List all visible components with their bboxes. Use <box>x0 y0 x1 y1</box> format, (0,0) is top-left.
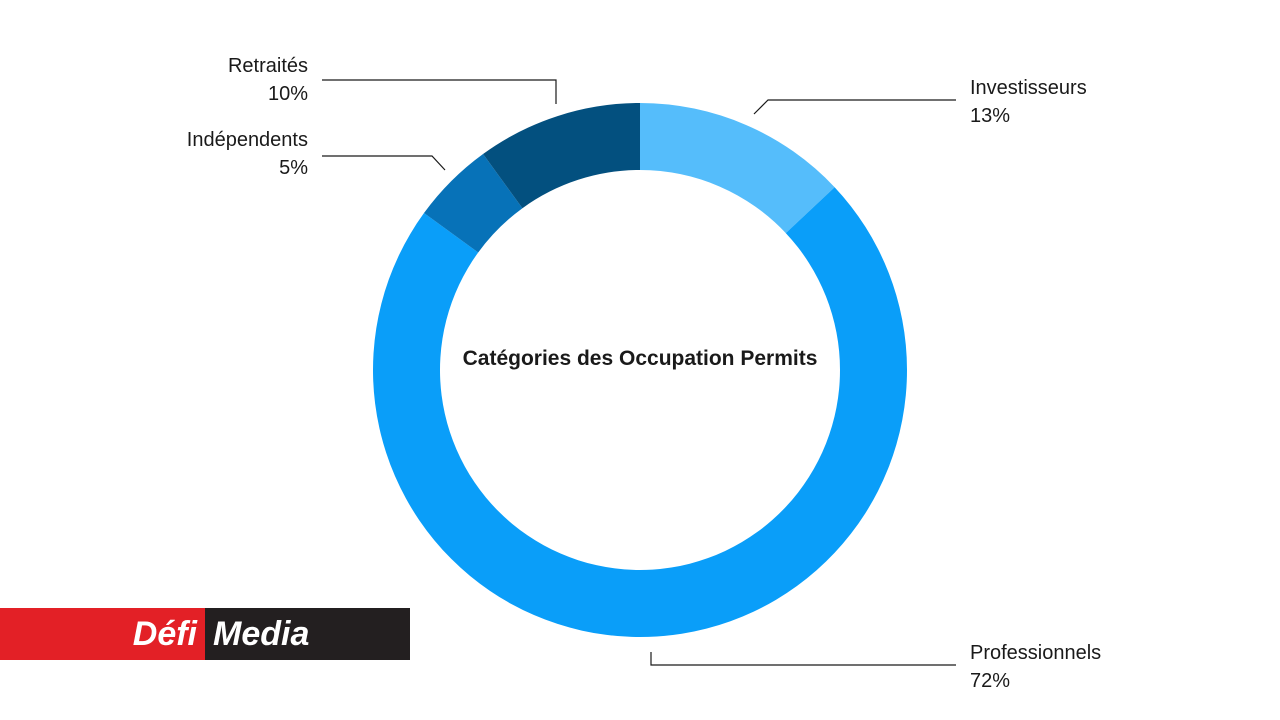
donut-slice-investisseurs <box>640 103 835 233</box>
slice-label-retraites: Retraités 10% <box>228 52 308 108</box>
slice-label-name: Indépendents <box>187 126 308 154</box>
leader-line-investisseurs <box>754 100 956 114</box>
slice-label-name: Investisseurs <box>970 74 1087 102</box>
leader-line-retraites <box>322 80 556 104</box>
leader-line-professionnels <box>651 652 956 665</box>
slice-label-independants: Indépendents 5% <box>187 126 308 182</box>
slice-label-value: 72% <box>970 667 1101 695</box>
slice-label-value: 5% <box>187 154 308 182</box>
slice-label-value: 10% <box>228 80 308 108</box>
slice-label-investisseurs: Investisseurs 13% <box>970 74 1087 130</box>
slice-label-name: Retraités <box>228 52 308 80</box>
slice-label-professionnels: Professionnels 72% <box>970 639 1101 695</box>
slice-label-name: Professionnels <box>970 639 1101 667</box>
logo-part-defi: Défi <box>0 608 205 660</box>
leader-line-independants <box>322 156 445 170</box>
logo-part-media: Media <box>205 608 410 660</box>
brand-logo: Défi Media <box>0 608 410 660</box>
chart-title: Catégories des Occupation Permits <box>460 343 820 374</box>
slice-label-value: 13% <box>970 102 1087 130</box>
donut-slice-professionnels <box>373 187 907 637</box>
